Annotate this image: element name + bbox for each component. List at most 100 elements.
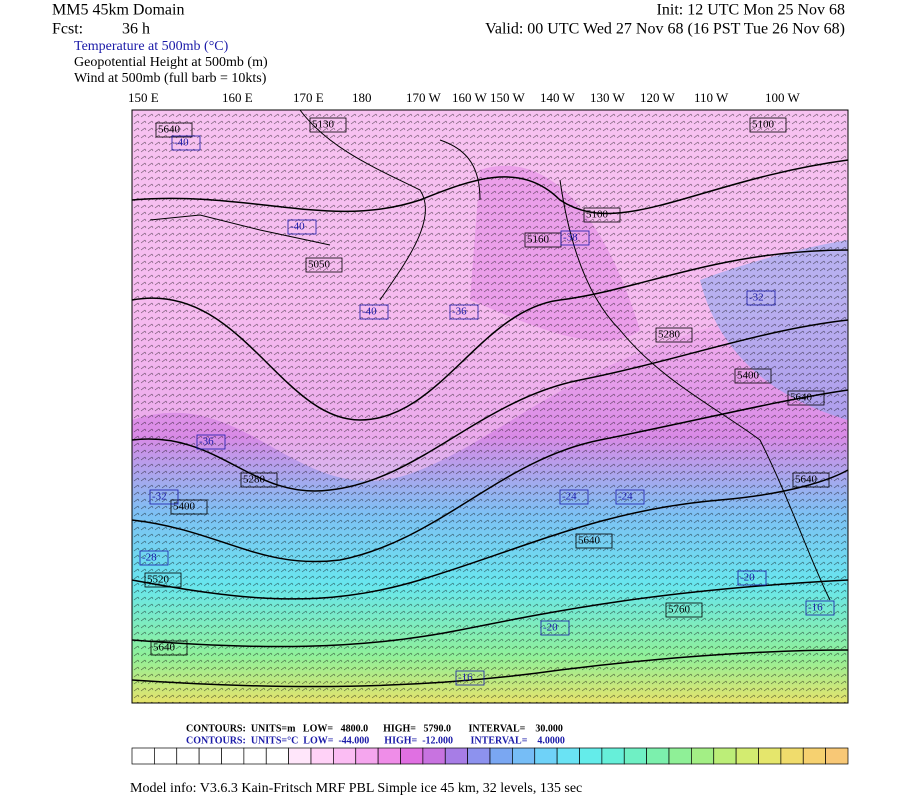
height-label-box (734, 368, 772, 384)
field-title: Geopotential Height at 500mb (m) (74, 55, 268, 70)
colorbar-cell (668, 747, 692, 765)
colorbar-cell (221, 747, 245, 765)
colorbar-cell (467, 747, 491, 765)
temperature-label: -16 (808, 602, 823, 614)
height-contours (131, 159, 849, 688)
colorbar-cell (288, 747, 312, 765)
colorbar-cell (780, 747, 804, 765)
temperature-label-box (149, 489, 179, 505)
height-label: 5520 (147, 574, 170, 586)
colorbar-cell (131, 747, 155, 765)
height-label-box (787, 390, 825, 406)
height-label: 5640 (578, 535, 601, 547)
temperature-label-box (560, 230, 590, 246)
height-label-box (155, 122, 193, 138)
height-label-box (749, 117, 787, 133)
colorbar-cell (265, 747, 289, 765)
colorbar-cell (422, 747, 446, 765)
height-label-box (792, 472, 830, 488)
longitude-label: 150 W (490, 90, 526, 105)
colorbar-cell (802, 747, 826, 765)
colorbar-cell (355, 747, 379, 765)
longitude-label: 140 W (540, 90, 576, 105)
colorbar (131, 747, 849, 765)
height-label-box (305, 257, 343, 273)
colorbar-cell (444, 747, 468, 765)
longitude-label: 170 W (406, 90, 442, 105)
height-label-box (170, 499, 208, 515)
init-time: Init: 12 UTC Mon 25 Nov 68 (657, 2, 845, 19)
longitude-label: 110 W (694, 90, 729, 105)
colorbar-cell (825, 747, 849, 765)
temperature-label-box (615, 489, 645, 505)
longitude-label: 180 (352, 90, 372, 105)
temperature-label: -38 (563, 232, 578, 244)
temperature-label: -32 (749, 292, 764, 304)
height-label: 5280 (243, 474, 266, 486)
contour-labels: 5640 5130 5100 5050 5100 5160 5280 5400 5640 5640… (139, 117, 835, 686)
field-title: Wind at 500mb (full barb = 10kts) (74, 71, 267, 86)
colorbar-cell (579, 747, 603, 765)
temperature-label: -24 (562, 491, 577, 503)
longitude-labels: 150 E 160 E 170 E 180 170 W 160 W 150 W 140 W 13… (128, 90, 801, 105)
fcst-label: Fcst: (52, 21, 83, 38)
height-label-box (575, 533, 613, 549)
temperature-label: -40 (174, 137, 189, 149)
field-title: Temperature at 500mb (°C) (74, 39, 229, 54)
height-label: 5400 (173, 501, 196, 513)
colorbar-cell (758, 747, 782, 765)
colorbar-cell (489, 747, 513, 765)
model-info: Model info: V3.6.3 Kain-Fritsch MRF PBL … (130, 781, 582, 796)
height-label-box (150, 640, 188, 656)
colorbar-cell (601, 747, 625, 765)
longitude-label: 130 W (590, 90, 626, 105)
height-label-box (309, 117, 347, 133)
height-label: 5640 (153, 642, 176, 654)
temperature-label-box (737, 570, 767, 586)
height-label-box (665, 602, 703, 618)
colorbar-cell (154, 747, 178, 765)
height-label: 5640 (795, 474, 818, 486)
map-frame (131, 109, 849, 704)
height-label: 5130 (312, 119, 335, 131)
height-label: 5100 (752, 119, 775, 131)
colorbar-cell (310, 747, 334, 765)
longitude-label: 160 E (222, 90, 253, 105)
height-label: 5640 (790, 392, 813, 404)
height-label: 5280 (658, 329, 681, 341)
longitude-label: 170 E (293, 90, 324, 105)
colorbar-cell (198, 747, 222, 765)
contour-info-line: CONTOURS: UNITS=m LOW= 4800.0 HIGH= 5790… (186, 723, 563, 734)
colorbar-cell (333, 747, 357, 765)
temperature-label: -36 (452, 306, 467, 318)
height-label: 5400 (737, 370, 760, 382)
temperature-label: -20 (543, 622, 558, 634)
temperature-label-box (171, 135, 201, 151)
height-label: 5160 (527, 234, 550, 246)
temperature-label-box (805, 600, 835, 616)
colorbar-cell (176, 747, 200, 765)
temperature-label-box (449, 304, 479, 320)
colorbar-cell (534, 747, 558, 765)
temperature-label-box (455, 670, 485, 686)
longitude-label: 150 E (128, 90, 159, 105)
height-label-box (583, 207, 621, 223)
coastlines (149, 109, 831, 601)
wind-barbs (132, 110, 848, 703)
height-label-box (144, 572, 182, 588)
colorbar-cell (735, 747, 759, 765)
temperature-label-box (139, 550, 169, 566)
colorbar-cell (377, 747, 401, 765)
temperature-label: -36 (199, 436, 214, 448)
colorbar-cell (691, 747, 715, 765)
height-label-box (655, 327, 693, 343)
longitude-label: 120 W (640, 90, 676, 105)
height-label: 5100 (586, 209, 609, 221)
colorbar-cell (243, 747, 267, 765)
colorbar-cell (646, 747, 670, 765)
temperature-label-box (746, 290, 776, 306)
longitude-label: 160 W (452, 90, 488, 105)
colorbar-cell (512, 747, 536, 765)
